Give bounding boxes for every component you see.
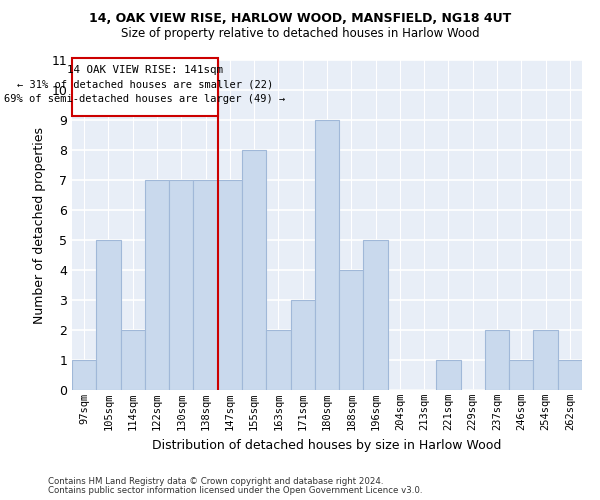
Bar: [558, 360, 582, 390]
Bar: [339, 270, 364, 390]
Y-axis label: Number of detached properties: Number of detached properties: [33, 126, 46, 324]
Text: ← 31% of detached houses are smaller (22): ← 31% of detached houses are smaller (22…: [17, 80, 273, 90]
Text: 14 OAK VIEW RISE: 141sqm: 14 OAK VIEW RISE: 141sqm: [67, 66, 223, 76]
Text: 14, OAK VIEW RISE, HARLOW WOOD, MANSFIELD, NG18 4UT: 14, OAK VIEW RISE, HARLOW WOOD, MANSFIEL…: [89, 12, 511, 26]
Bar: [485, 330, 509, 390]
Text: 69% of semi-detached houses are larger (49) →: 69% of semi-detached houses are larger (…: [4, 94, 286, 104]
Bar: [436, 360, 461, 390]
Bar: [509, 360, 533, 390]
Bar: [364, 240, 388, 390]
Bar: [193, 180, 218, 390]
Bar: [72, 58, 218, 116]
X-axis label: Distribution of detached houses by size in Harlow Wood: Distribution of detached houses by size …: [152, 438, 502, 452]
Bar: [145, 180, 169, 390]
Bar: [72, 360, 96, 390]
Bar: [218, 180, 242, 390]
Bar: [121, 330, 145, 390]
Text: Contains public sector information licensed under the Open Government Licence v3: Contains public sector information licen…: [48, 486, 422, 495]
Bar: [315, 120, 339, 390]
Bar: [169, 180, 193, 390]
Text: Contains HM Land Registry data © Crown copyright and database right 2024.: Contains HM Land Registry data © Crown c…: [48, 477, 383, 486]
Bar: [96, 240, 121, 390]
Bar: [242, 150, 266, 390]
Text: Size of property relative to detached houses in Harlow Wood: Size of property relative to detached ho…: [121, 28, 479, 40]
Bar: [290, 300, 315, 390]
Bar: [533, 330, 558, 390]
Bar: [266, 330, 290, 390]
